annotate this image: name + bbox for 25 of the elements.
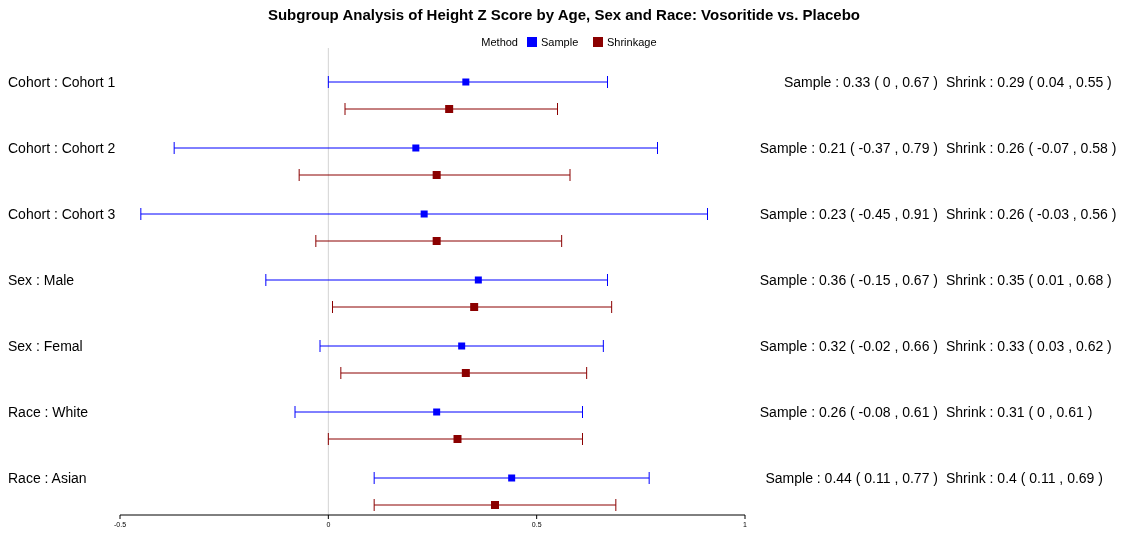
y-tick-label: Race : Asian <box>8 470 87 486</box>
text: Sample : 0.26 ( -0.08 , 0.61 ) <box>759 404 938 420</box>
y-tick-label: Cohort : Cohort 2 <box>8 140 116 156</box>
legend-label: Sample <box>541 36 579 48</box>
chart-title: Subgroup Analysis of Height Z Score by Age, Sex and Race: Vosoritide vs. Placebo <box>267 6 861 23</box>
text: Shrink : 0.33 ( 0.03 , 0.62 ) <box>946 338 1112 354</box>
text: Sample : 0.21 ( -0.37 , 0.79 ) <box>759 140 938 156</box>
text: Sample : 0.44 ( 0.11 , 0.77 ) <box>765 470 938 486</box>
legend-title: Method <box>481 36 518 48</box>
y-tick-label: Sex : Male <box>8 272 75 288</box>
y-tick-label: Cohort : Cohort 1 <box>8 74 116 90</box>
y-tick-label: Race : White <box>8 404 89 420</box>
text: Shrink : 0.26 ( -0.07 , 0.58 ) <box>946 140 1117 156</box>
text: Shrink : 0.35 ( 0.01 , 0.68 ) <box>946 272 1112 288</box>
text: Sample : 0.32 ( -0.02 , 0.66 ) <box>759 338 938 354</box>
text: Shrink : 0.31 ( 0 , 0.61 ) <box>946 404 1093 420</box>
text: Sample : 0.36 ( -0.15 , 0.67 ) <box>759 272 938 288</box>
y-tick-label: Cohort : Cohort 3 <box>8 206 116 222</box>
text: Shrink : 0.26 ( -0.03 , 0.56 ) <box>946 206 1117 222</box>
y-tick-label: Sex : Femal <box>8 338 83 354</box>
text: Shrink : 0.29 ( 0.04 , 0.55 ) <box>946 74 1112 90</box>
legend-label: Shrinkage <box>607 36 657 48</box>
text: Sample : 0.23 ( -0.45 , 0.91 ) <box>759 206 938 222</box>
text: Shrink : 0.4 ( 0.11 , 0.69 ) <box>946 470 1103 486</box>
text: Sample : 0.33 ( 0 , 0.67 ) <box>783 74 938 90</box>
